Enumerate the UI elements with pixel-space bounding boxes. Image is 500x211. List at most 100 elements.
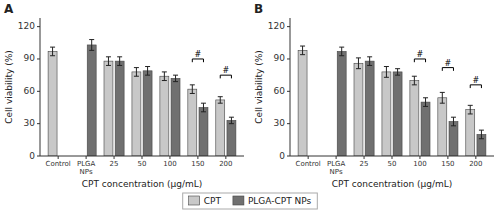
x-tick [169, 156, 170, 159]
x-tick-label: 50 [138, 160, 147, 168]
bar [382, 72, 391, 156]
error-bar [479, 130, 484, 139]
x-tick-label-line: 50 [388, 160, 397, 168]
error-line [453, 117, 454, 126]
y-tick [287, 58, 290, 59]
x-tick-label: 200 [219, 160, 232, 168]
significance-label: # [222, 66, 229, 75]
error-bar [384, 67, 389, 78]
panel: B0306090120ControlPLGANPs2550100150200CP… [254, 2, 495, 189]
error-cap [229, 123, 234, 124]
error-cap [145, 66, 150, 67]
error-bar [117, 57, 122, 66]
error-cap [440, 92, 445, 93]
x-tick [336, 156, 337, 159]
legend-label: PLGA-CPT NPs [248, 196, 312, 206]
error-cap [367, 56, 372, 57]
error-line [231, 117, 232, 123]
error-line [220, 97, 221, 103]
x-tick-label: PLGANPs [77, 160, 96, 176]
bar [104, 61, 113, 156]
y-tick [287, 26, 290, 27]
y-axis [40, 18, 41, 156]
y-tick-label: 120 [268, 21, 285, 31]
error-bar [440, 92, 445, 103]
bar [393, 72, 402, 156]
error-cap [50, 55, 55, 56]
error-bar [134, 68, 139, 77]
error-line [164, 72, 165, 81]
y-tick-label: 90 [24, 53, 36, 63]
legend: CPTPLGA-CPT NPs [183, 193, 318, 209]
y-axis [290, 18, 291, 156]
error-cap [451, 117, 456, 118]
y-tick-label: 30 [24, 118, 36, 128]
bar [48, 51, 57, 156]
bar [132, 72, 141, 156]
significance-label: # [417, 50, 424, 59]
error-bar [106, 57, 111, 66]
error-bar [412, 76, 417, 85]
x-tick [308, 156, 309, 159]
error-line [414, 76, 415, 85]
bar [143, 71, 152, 156]
x-tick-label-line: 25 [360, 160, 369, 168]
error-cap [339, 55, 344, 56]
x-tick [86, 156, 87, 159]
error-cap [384, 66, 389, 67]
x-tick [364, 156, 365, 159]
bar [337, 51, 346, 156]
error-cap [134, 76, 139, 77]
error-cap [190, 84, 195, 85]
error-cap [218, 103, 223, 104]
error-bar [451, 117, 456, 126]
x-tick-label: Control [296, 160, 321, 168]
bar [365, 61, 374, 156]
legend-frame [183, 193, 318, 209]
error-line [175, 75, 176, 81]
error-cap [162, 80, 167, 81]
bar [216, 100, 225, 156]
error-cap [339, 47, 344, 48]
bar [410, 81, 419, 156]
error-line [442, 92, 443, 103]
error-line [91, 40, 92, 51]
error-cap [367, 65, 372, 66]
y-tick [287, 123, 290, 124]
error-cap [479, 138, 484, 139]
y-axis-label: Cell viability (%) [4, 50, 14, 124]
error-bar [367, 57, 372, 66]
x-tick-label-line: 150 [191, 160, 204, 168]
y-tick-label: 30 [274, 118, 286, 128]
x-axis-label: CPT concentration (μg/mL) [82, 179, 203, 189]
x-tick-label: 50 [388, 160, 397, 168]
x-tick-label-line: Control [46, 160, 71, 168]
x-tick-label-line: NPs [80, 168, 93, 176]
bar [160, 76, 169, 156]
error-line [302, 46, 303, 55]
bar [298, 50, 307, 156]
error-line [119, 57, 120, 66]
panel-label: B [254, 2, 263, 16]
error-bar [300, 46, 305, 55]
error-cap [300, 46, 305, 47]
significance-label: # [472, 76, 479, 85]
error-cap [201, 111, 206, 112]
significance-bracket [192, 59, 203, 62]
x-tick-label: 150 [191, 160, 204, 168]
x-tick [197, 156, 198, 159]
error-line [203, 103, 204, 112]
error-line [481, 130, 482, 139]
error-cap [412, 84, 417, 85]
error-bar [339, 47, 344, 56]
error-cap [190, 93, 195, 94]
x-axis-label: CPT concentration (μg/mL) [332, 179, 453, 189]
x-tick-label-line: 150 [441, 160, 454, 168]
bar [87, 45, 96, 156]
error-bar [89, 40, 94, 51]
x-tick-label-line: 200 [469, 160, 482, 168]
y-axis-label: Cell viability (%) [254, 50, 264, 124]
error-line [470, 105, 471, 114]
y-tick [37, 91, 40, 92]
significance-label: # [445, 59, 452, 68]
